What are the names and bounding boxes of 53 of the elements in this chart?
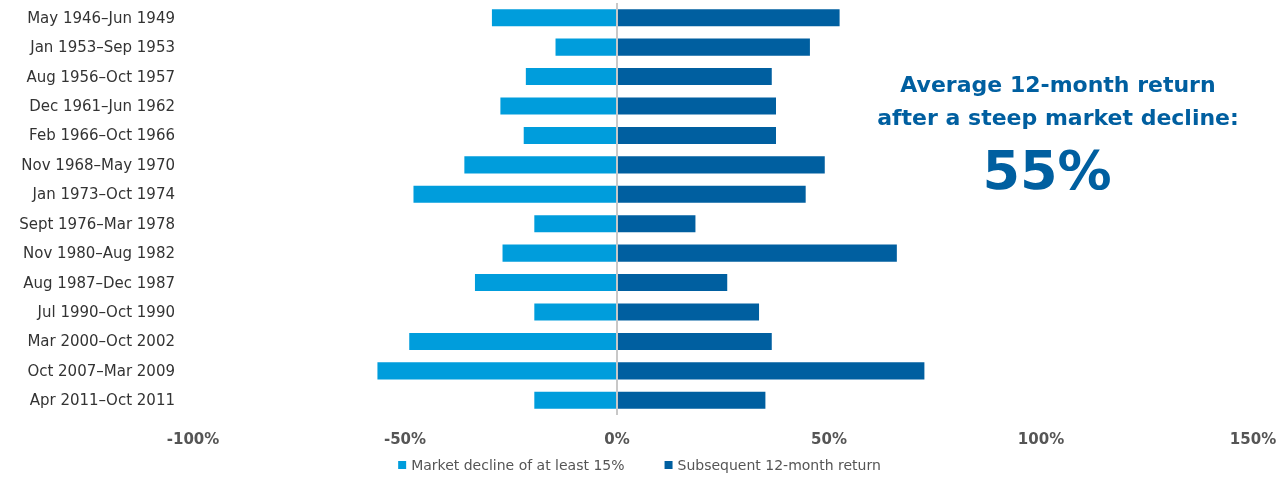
y-tick-label: Feb 1966–Oct 1966 [29, 126, 175, 145]
y-tick-label: Dec 1961–Jun 1962 [29, 97, 175, 115]
annotation: after a steep market decline: [877, 104, 1239, 130]
y-tick-label: Jan 1953–Sep 1953 [29, 38, 175, 57]
bar [555, 38, 617, 56]
y-tick-label: Mar 2000–Oct 2002 [27, 332, 175, 351]
x-tick-label: 100% [1017, 429, 1065, 448]
bar [617, 126, 776, 144]
y-tick-label: Jan 1973–Oct 1974 [31, 185, 175, 204]
bar [617, 38, 810, 56]
bar [409, 332, 617, 350]
bar [534, 215, 617, 233]
bar [464, 156, 617, 174]
bar [617, 9, 840, 27]
bar [534, 391, 617, 409]
y-tick-label: Oct 2007–Mar 2009 [27, 361, 175, 380]
bar [617, 97, 776, 115]
x-tick-label: 0% [604, 429, 630, 448]
bar [502, 244, 617, 262]
bar [617, 332, 772, 350]
legend-label: Subsequent 12-month return [677, 457, 881, 473]
y-tick-label: Aug 1987–Dec 1987 [23, 273, 175, 292]
bar [617, 215, 696, 233]
y-tick-label: Jul 1990–Oct 1990 [36, 303, 175, 321]
bar [377, 362, 617, 380]
bar [413, 185, 617, 203]
bar [474, 274, 617, 292]
annotation: Average 12-month return [900, 71, 1216, 97]
bar [523, 126, 617, 144]
bar [617, 244, 897, 262]
bar [617, 303, 760, 321]
x-tick-label: -100% [166, 429, 220, 448]
bar [617, 68, 772, 86]
bar [617, 156, 825, 174]
y-tick-label: Aug 1956–Oct 1957 [26, 67, 175, 86]
bar [617, 274, 728, 292]
x-tick-label: -50% [383, 429, 427, 448]
x-tick-label: 50% [811, 429, 847, 448]
bar [500, 97, 617, 115]
bar [617, 391, 766, 409]
y-tick-label: Nov 1980–Aug 1982 [23, 244, 175, 263]
bar [525, 68, 617, 86]
y-tick-label: Sept 1976–Mar 1978 [19, 214, 175, 233]
annotation: 55% [982, 138, 1112, 202]
legend-label: Market decline of at least 15% [411, 457, 625, 473]
y-tick-label: Nov 1968–May 1970 [21, 155, 175, 174]
bar [617, 185, 806, 203]
x-tick-label: 150% [1229, 429, 1277, 448]
bar [534, 303, 617, 321]
y-tick-label: Apr 2011–Oct 2011 [29, 391, 175, 410]
bar [617, 362, 925, 380]
bar [491, 9, 617, 27]
y-tick-label: May 1946–Jun 1949 [27, 8, 175, 27]
